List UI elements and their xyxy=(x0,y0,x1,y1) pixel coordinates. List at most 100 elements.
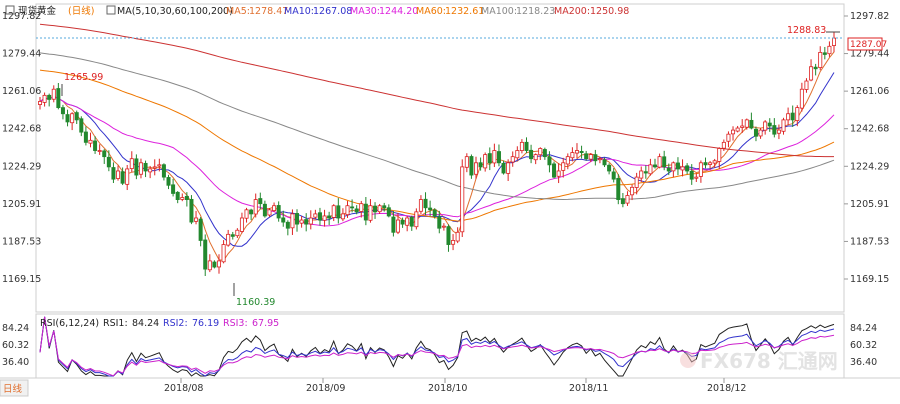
last-price-box xyxy=(847,37,883,51)
candle-body xyxy=(749,119,754,129)
candle-body xyxy=(203,239,208,270)
period-tab[interactable] xyxy=(0,379,29,397)
candle-body xyxy=(630,186,635,196)
ma200-label: MA200: xyxy=(554,6,590,17)
candle-body xyxy=(56,88,61,109)
candle-body xyxy=(496,151,501,164)
rsi3-label: RSI3: xyxy=(223,318,248,329)
candle-body xyxy=(405,217,410,226)
candle-body xyxy=(721,141,726,149)
x-tick-label: 2018/10 xyxy=(428,383,467,394)
ma5-label: MA5: xyxy=(226,6,250,17)
y-tick-label-left: 1169.15 xyxy=(2,274,41,285)
candle-body xyxy=(483,154,488,169)
candle-body xyxy=(648,164,653,175)
candle-body xyxy=(799,88,804,109)
candle-body xyxy=(487,153,492,164)
candle-body xyxy=(368,205,373,221)
candle-body xyxy=(295,213,300,225)
y-tick-label-left: 1279.44 xyxy=(2,49,41,60)
candle-body xyxy=(653,164,658,168)
candle-body xyxy=(607,164,612,172)
candle-body xyxy=(455,231,460,242)
candle-body xyxy=(620,198,625,205)
x-tick-label: 2018/12 xyxy=(707,383,746,394)
candle-body xyxy=(753,128,758,137)
candle-body xyxy=(253,199,258,215)
y-tick-label-right: 1261.06 xyxy=(850,86,889,97)
candle-body xyxy=(708,162,713,165)
candle-body xyxy=(400,219,405,225)
candle-body xyxy=(120,171,125,184)
candle-body xyxy=(148,168,153,173)
candle-body xyxy=(822,52,827,55)
y-tick-label-right: 1242.68 xyxy=(850,124,889,135)
candle-body xyxy=(542,149,547,158)
candle-body xyxy=(70,113,75,124)
candle-body xyxy=(423,198,428,209)
period-tag: (日线) xyxy=(68,5,94,17)
candle-body xyxy=(276,205,281,219)
candle-body xyxy=(65,114,70,123)
candle-body xyxy=(340,213,345,220)
ma10-value: 1267.08 xyxy=(313,6,352,17)
candle-body xyxy=(171,184,176,194)
candle-body xyxy=(157,164,162,167)
ma200-line xyxy=(39,23,834,158)
candle-body xyxy=(579,151,584,153)
y-tick-label-right: 1224.29 xyxy=(850,161,889,172)
rsi2-value: 76.19 xyxy=(192,318,219,329)
candle-body xyxy=(304,219,309,225)
main-pane-frame xyxy=(35,3,845,313)
y-tick-label-left: 1224.29 xyxy=(2,161,41,172)
candle-body xyxy=(731,129,736,135)
ma-settings-icon[interactable] xyxy=(106,5,116,15)
candle-body xyxy=(106,156,111,168)
low-price-label: 1160.39 xyxy=(236,297,275,308)
ma10-label: MA10: xyxy=(284,6,314,17)
ma100-value: 1218.23 xyxy=(516,6,555,17)
ma-title: MA(5,10,30,60,100,200) xyxy=(117,6,233,17)
y-tick-label-left: 1261.06 xyxy=(2,86,41,97)
rsi-header: RSI(6,12,24) RSI1: 84.24 RSI2: 76.19 RSI… xyxy=(40,318,279,329)
period-tab-label: 日线 xyxy=(3,383,23,395)
ma60-value: 1232.61 xyxy=(445,6,484,17)
candle-body xyxy=(83,131,88,143)
candle-body xyxy=(685,165,690,172)
candle-body xyxy=(597,158,602,161)
candle-body xyxy=(657,156,662,168)
candle-body xyxy=(561,162,566,171)
candle-body xyxy=(285,221,290,229)
x-tick-label: 2018/11 xyxy=(569,383,608,394)
candle-body xyxy=(547,156,552,166)
candle-body xyxy=(795,107,800,121)
candle-body xyxy=(675,162,680,170)
rsi-title: RSI(6,12,24) xyxy=(40,318,99,329)
last-price-label: 1287.07 xyxy=(850,40,887,50)
candle-body xyxy=(267,209,272,216)
candle-body xyxy=(239,217,244,232)
candle-body xyxy=(138,162,143,175)
candle-body xyxy=(776,129,781,134)
candle-body xyxy=(161,164,166,178)
high-price-label: 1288.83 xyxy=(787,25,826,36)
candle-body xyxy=(772,125,777,135)
candle-body xyxy=(143,162,148,172)
candle-body xyxy=(226,233,231,246)
candle-body xyxy=(680,166,685,171)
candle-body xyxy=(102,150,107,158)
candle-body xyxy=(552,163,557,178)
candle-body xyxy=(515,150,520,159)
rsi3-line xyxy=(39,316,835,377)
expand-icon[interactable] xyxy=(5,5,15,15)
candle-body xyxy=(717,148,722,162)
candle-body xyxy=(790,112,795,121)
candle-body xyxy=(565,156,570,165)
candle-body xyxy=(446,226,451,245)
candle-body xyxy=(60,107,65,115)
watermark-text: FX678 汇通网 xyxy=(700,349,838,373)
candle-body xyxy=(180,197,185,200)
candle-body xyxy=(519,141,524,151)
candle-body xyxy=(230,234,235,237)
x-tick-label: 2018/09 xyxy=(306,383,345,394)
